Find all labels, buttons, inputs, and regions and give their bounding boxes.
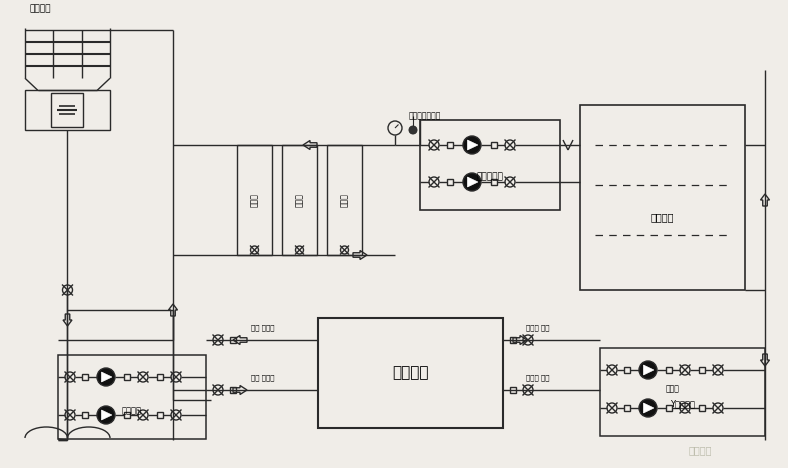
Bar [624, 367, 630, 373]
Bar [282, 145, 317, 255]
Text: 冷却水塔: 冷却水塔 [30, 5, 51, 14]
Circle shape [463, 173, 481, 191]
Bar [318, 318, 503, 428]
Text: 压力输出泵: 压力输出泵 [477, 173, 504, 182]
Polygon shape [644, 403, 654, 413]
Bar [666, 367, 672, 373]
Bar [58, 355, 206, 439]
Bar [600, 348, 765, 436]
Text: Y型过滤器: Y型过滤器 [670, 400, 695, 409]
Circle shape [97, 368, 115, 386]
Bar [157, 374, 163, 380]
Bar [491, 179, 497, 185]
Circle shape [639, 361, 657, 379]
Bar [124, 412, 130, 418]
Text: 压力表、温度计: 压力表、温度计 [409, 111, 441, 120]
Bar [510, 387, 516, 393]
Polygon shape [644, 365, 654, 375]
Bar [327, 145, 362, 255]
Text: 软接头 阀阀: 软接头 阀阀 [526, 375, 550, 381]
Bar [624, 405, 630, 411]
Bar [580, 105, 745, 290]
Bar [82, 412, 88, 418]
Text: 百度经验: 百度经验 [688, 445, 712, 455]
Circle shape [409, 126, 417, 134]
Bar [157, 412, 163, 418]
Text: 生产线: 生产线 [295, 193, 304, 207]
Bar [124, 374, 130, 380]
Bar [491, 142, 497, 148]
Text: 阀阀 软接头: 阀阀 软接头 [251, 375, 275, 381]
Polygon shape [467, 177, 478, 187]
Text: 冷冻机组: 冷冻机组 [392, 366, 429, 380]
Bar [699, 405, 705, 411]
Bar [699, 367, 705, 373]
Text: 冷却水: 冷却水 [666, 385, 679, 394]
Bar [25, 90, 110, 130]
Bar [237, 145, 272, 255]
Bar [230, 387, 236, 393]
Bar [447, 142, 453, 148]
Bar [666, 405, 672, 411]
Text: 软接头 阀阀: 软接头 阀阀 [526, 325, 550, 331]
Circle shape [639, 399, 657, 417]
Polygon shape [102, 410, 112, 420]
Bar [420, 120, 560, 210]
Bar [447, 179, 453, 185]
Text: 生产线: 生产线 [250, 193, 259, 207]
Text: 阀阀 软接头: 阀阀 软接头 [251, 325, 275, 331]
Bar [51, 93, 84, 127]
Text: 冷却水泵: 冷却水泵 [122, 407, 142, 416]
Bar [230, 337, 236, 343]
Circle shape [97, 406, 115, 424]
Bar [510, 337, 516, 343]
Text: 生产线: 生产线 [340, 193, 349, 207]
Text: 冷蔓水筒: 冷蔓水筒 [651, 212, 675, 222]
Bar [82, 374, 88, 380]
Polygon shape [467, 140, 478, 150]
Polygon shape [102, 372, 112, 382]
Circle shape [463, 136, 481, 154]
